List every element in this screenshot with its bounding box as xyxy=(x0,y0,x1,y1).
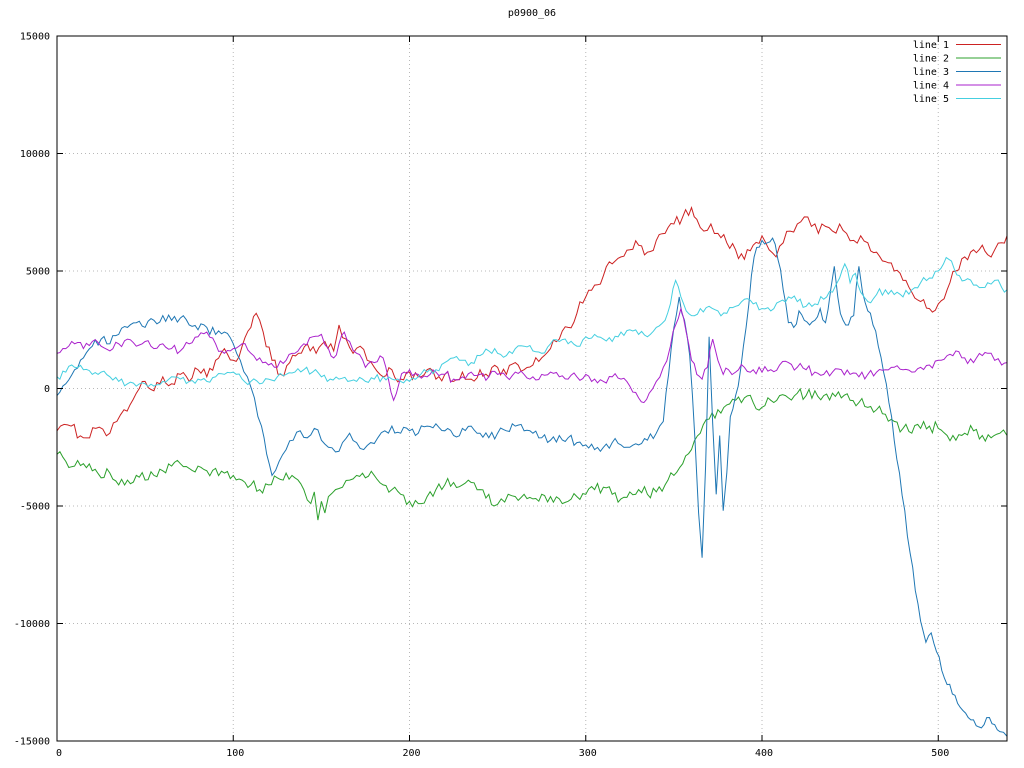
series-line-1 xyxy=(57,206,1007,439)
y-tick-label: -15000 xyxy=(14,737,50,748)
legend-label: line 2 xyxy=(913,54,949,65)
series-line-3 xyxy=(57,237,1007,737)
legend-label: line 1 xyxy=(913,40,949,51)
y-tick-label: 0 xyxy=(44,384,50,395)
x-tick-label: 500 xyxy=(931,748,949,759)
y-tick-label: 15000 xyxy=(20,32,50,43)
plot-border xyxy=(56,35,1008,742)
series-group xyxy=(57,206,1007,737)
legend-label: line 5 xyxy=(913,94,949,105)
x-tick-label: 200 xyxy=(402,748,420,759)
legend-label: line 4 xyxy=(913,81,949,92)
x-tick-label: 100 xyxy=(226,748,244,759)
x-tick-label: 400 xyxy=(755,748,773,759)
x-tick-label: 300 xyxy=(579,748,597,759)
y-tick-label: 10000 xyxy=(20,149,50,160)
y-tick-label: 5000 xyxy=(26,267,50,278)
series-line-5 xyxy=(57,256,1007,388)
series-line-2 xyxy=(57,387,1007,521)
series-line-4 xyxy=(57,306,1007,404)
y-tick-label: -10000 xyxy=(14,619,50,630)
legend-label: line 3 xyxy=(913,67,949,78)
y-tick-label: -5000 xyxy=(20,502,50,513)
x-tick-label: 0 xyxy=(56,748,62,759)
chart-title: p0900_06 xyxy=(507,8,557,19)
